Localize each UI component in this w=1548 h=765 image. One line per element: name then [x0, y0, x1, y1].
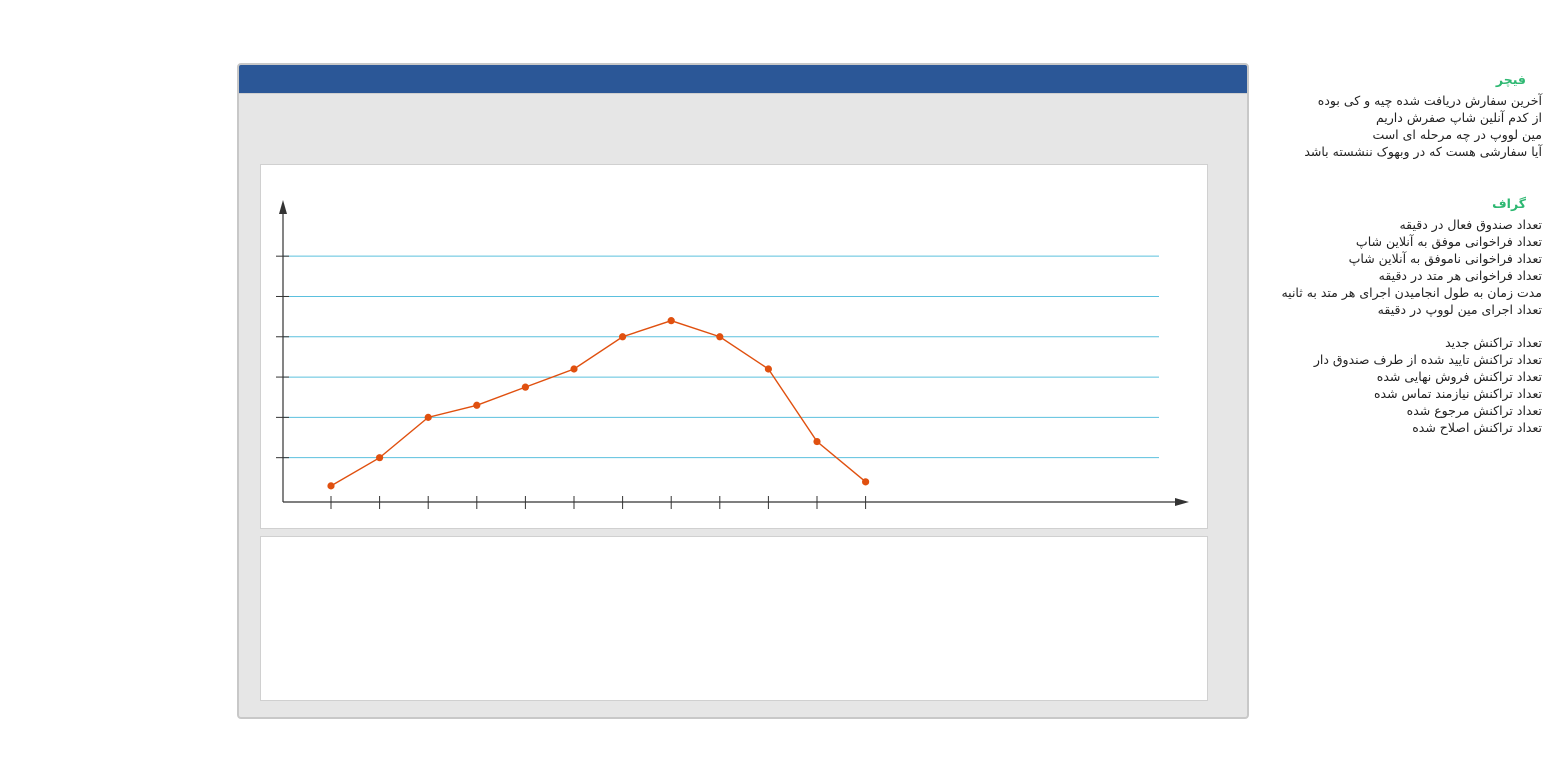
graph-item: تعداد فراخوانی هر متد در دقیقه	[1378, 268, 1542, 283]
data-point	[813, 437, 821, 446]
y-axis-arrow	[279, 200, 287, 214]
empty-content-panel	[260, 536, 1208, 701]
series-line	[330, 319, 867, 487]
feature-item: مین لووپ در چه مرحله ای است	[1372, 127, 1542, 142]
line-chart-panel	[260, 164, 1208, 529]
graph-item: تعداد فراخوانی ناموفق به آنلاین شاپ	[1348, 251, 1542, 266]
data-point	[764, 365, 772, 373]
dashboard-window	[237, 63, 1249, 719]
notes-panel: فیچر آخرین سفارش دریافت شده چیه و کی بود…	[1242, 70, 1542, 436]
graph-section-title: گراف	[1492, 196, 1526, 211]
transaction-item: تعداد تراکنش فروش نهایی شده	[1376, 369, 1542, 384]
data-point	[716, 333, 724, 341]
feature-item: از کدم آنلین شاپ صفرش داریم	[1375, 110, 1542, 125]
feature-item: آیا سفارشی هست که در وبهوک ننشسته باشد	[1304, 144, 1542, 159]
x-axis-arrow	[1175, 498, 1189, 506]
graph-item: تعداد فراخوانی موفق به آنلاین شاپ	[1355, 234, 1542, 249]
transaction-item: تعداد تراکنش اصلاح شده	[1412, 420, 1542, 435]
line-chart	[276, 200, 1189, 509]
data-point	[619, 333, 627, 341]
data-point	[570, 365, 578, 373]
transaction-item: تعداد تراکنش مرجوع شده	[1406, 403, 1542, 418]
transaction-graph-list: تعداد تراکنش جدید تعداد تراکنش تایید شده…	[1242, 334, 1542, 436]
graph-item: تعداد صندوق فعال در دقیقه	[1399, 217, 1542, 232]
data-point	[424, 413, 432, 421]
transaction-item: تعداد تراکنش جدید	[1445, 335, 1542, 350]
transaction-item: تعداد تراکنش تایید شده از طرف صندوق دار	[1313, 352, 1542, 367]
data-point	[376, 454, 384, 462]
data-point	[327, 482, 335, 490]
feature-item: آخرین سفارش دریافت شده چیه و کی بوده	[1317, 93, 1542, 108]
feature-section-title: فیچر	[1495, 72, 1526, 87]
graph-list: تعداد صندوق فعال در دقیقه تعداد فراخوانی…	[1242, 216, 1542, 318]
data-point	[862, 478, 870, 486]
transaction-item: تعداد تراکنش نیازمند تماس شده	[1374, 386, 1542, 401]
feature-list: آخرین سفارش دریافت شده چیه و کی بوده از …	[1242, 92, 1542, 160]
data-point	[667, 317, 675, 325]
data-point	[473, 401, 481, 409]
graph-item: تعداد اجرای مین لووپ در دقیقه	[1377, 302, 1542, 317]
graph-item: مدت زمان به طول انجامیدن اجرای هر متد به…	[1281, 285, 1542, 300]
window-titlebar	[239, 65, 1247, 94]
data-point	[521, 383, 529, 391]
